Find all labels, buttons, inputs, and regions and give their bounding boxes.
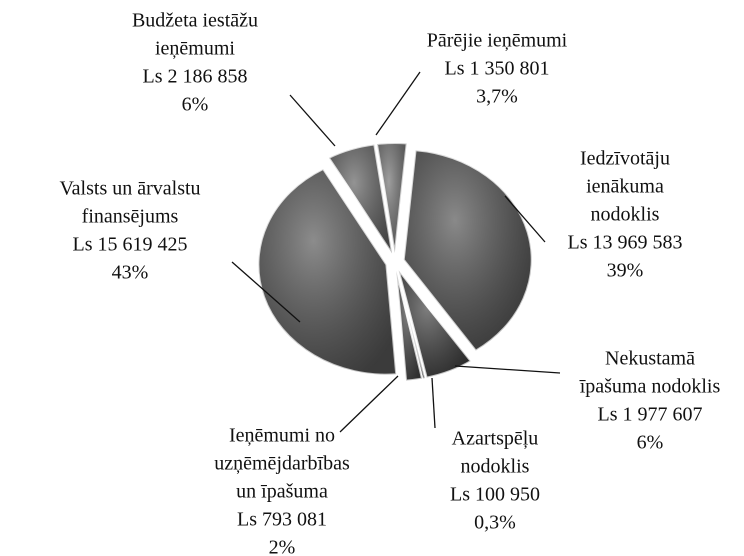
leader-line bbox=[289, 94, 336, 147]
value-label: 3,7% bbox=[476, 86, 518, 108]
value-label: 39% bbox=[607, 260, 644, 282]
category-label: uzņēmējdarbības bbox=[214, 453, 350, 475]
leader-line bbox=[431, 377, 436, 429]
value-label: 2% bbox=[269, 537, 296, 556]
category-label: nodoklis bbox=[591, 204, 660, 226]
leader-line bbox=[504, 195, 546, 243]
category-label: Pārējie ieņēmumi bbox=[427, 30, 568, 52]
category-label: un īpašuma bbox=[236, 481, 328, 503]
amount-label: Ls 1 350 801 bbox=[445, 58, 550, 80]
category-label: Nekustamā bbox=[605, 348, 695, 370]
value-label: 0,3% bbox=[474, 512, 516, 534]
labels: Pārējie ieņēmumi Ls 1 350 801 3,7% Iedzīvot… bbox=[59, 10, 720, 556]
leader-line bbox=[454, 365, 561, 374]
category-label: Ieņēmumi no bbox=[229, 425, 335, 447]
value-label: 6% bbox=[182, 94, 209, 116]
category-label: Azartspēļu bbox=[452, 428, 539, 450]
leader-line bbox=[339, 375, 399, 433]
leader-line bbox=[375, 71, 421, 136]
amount-label: Ls 15 619 425 bbox=[73, 234, 188, 256]
amount-label: Ls 2 186 858 bbox=[143, 66, 248, 88]
leader-line bbox=[231, 261, 301, 323]
value-label: 6% bbox=[637, 432, 664, 454]
amount-label: Ls 13 969 583 bbox=[568, 232, 683, 254]
category-label: nodoklis bbox=[461, 456, 530, 478]
category-label: Iedzīvotāju bbox=[580, 148, 670, 170]
amount-label: Ls 100 950 bbox=[450, 484, 540, 506]
category-label: Valsts un ārvalstu bbox=[59, 178, 200, 200]
category-label: īpašuma nodoklis bbox=[579, 376, 721, 398]
category-label: ieņēmumi bbox=[155, 38, 235, 60]
category-label: Budžeta iestāžu bbox=[132, 10, 258, 32]
pie bbox=[257, 142, 533, 382]
amount-label: Ls 793 081 bbox=[237, 509, 327, 531]
amount-label: Ls 1 977 607 bbox=[598, 404, 703, 426]
category-label: ienākuma bbox=[586, 176, 664, 198]
category-label: finansējums bbox=[82, 206, 179, 228]
value-label: 43% bbox=[112, 262, 149, 284]
